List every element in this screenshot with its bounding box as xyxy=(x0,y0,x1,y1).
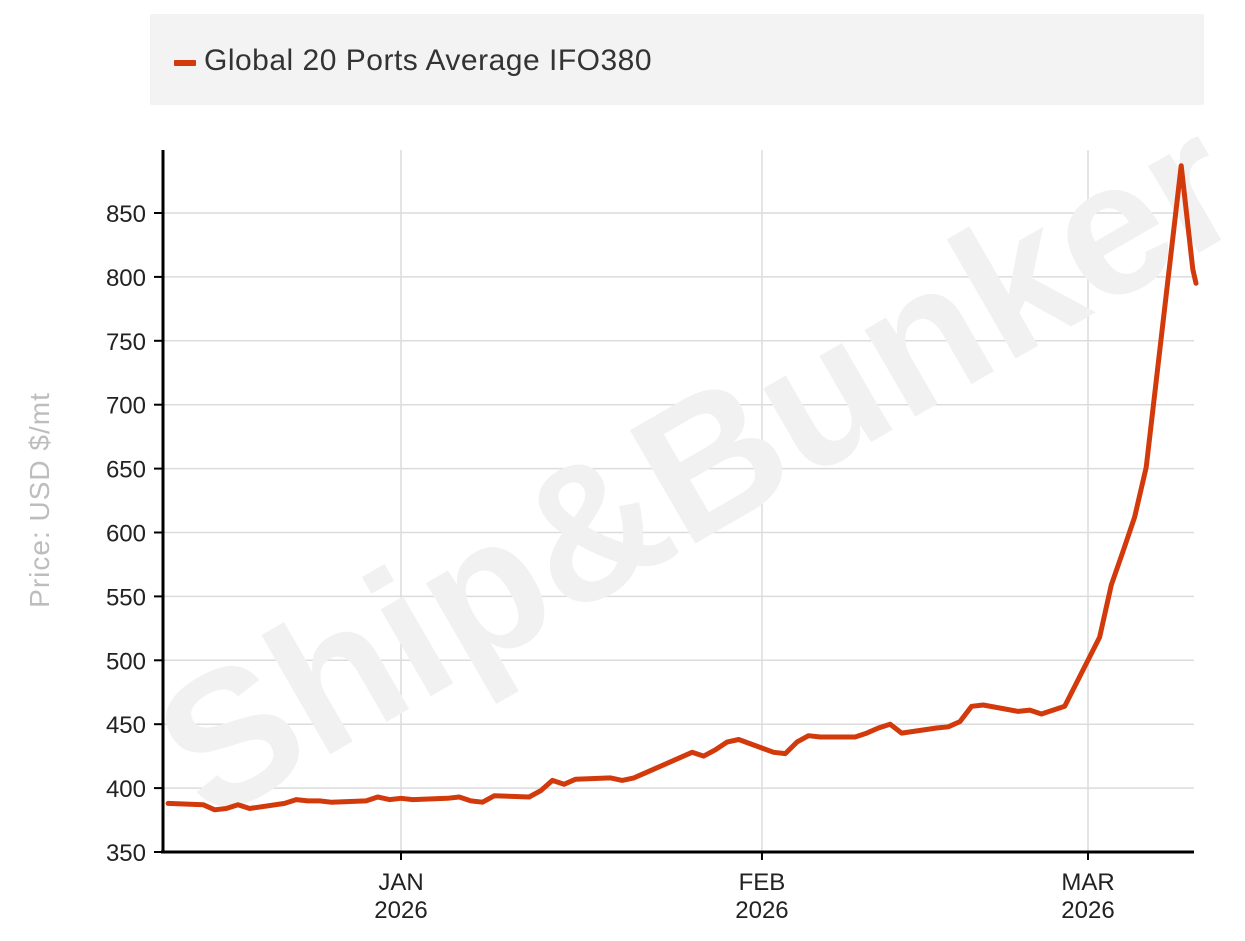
axes xyxy=(161,150,1194,854)
y-tick-label: 650 xyxy=(106,457,146,484)
legend: Global 20 Ports Average IFO380 xyxy=(150,14,1204,105)
x-tick-year: 2026 xyxy=(735,897,788,924)
grid-lines xyxy=(163,150,1194,852)
y-tick-label: 500 xyxy=(106,648,146,675)
y-ticks: 350 400 450 500 550 600 650 700 750 800 850 xyxy=(106,201,163,867)
y-tick-label: 850 xyxy=(106,201,146,228)
y-tick-label: 550 xyxy=(106,584,146,611)
y-tick-label: 450 xyxy=(106,712,146,739)
y-tick-label: 800 xyxy=(106,265,146,292)
y-tick-label: 350 xyxy=(106,840,146,867)
y-tick-label: 700 xyxy=(106,393,146,420)
series-line[interactable] xyxy=(165,163,1199,813)
x-tick-month: MAR xyxy=(1061,869,1114,896)
y-tick-label: 400 xyxy=(106,776,146,803)
legend-swatch xyxy=(174,60,196,66)
y-tick-label: 750 xyxy=(106,329,146,356)
watermark: Ship&Bunker xyxy=(123,75,1245,860)
x-tick-year: 2026 xyxy=(374,897,427,924)
legend-label[interactable]: Global 20 Ports Average IFO380 xyxy=(204,44,653,77)
x-tick-month: FEB xyxy=(739,869,786,896)
y-tick-label: 600 xyxy=(106,521,146,548)
x-tick-month: JAN xyxy=(378,869,423,896)
x-tick-year: 2026 xyxy=(1061,897,1114,924)
